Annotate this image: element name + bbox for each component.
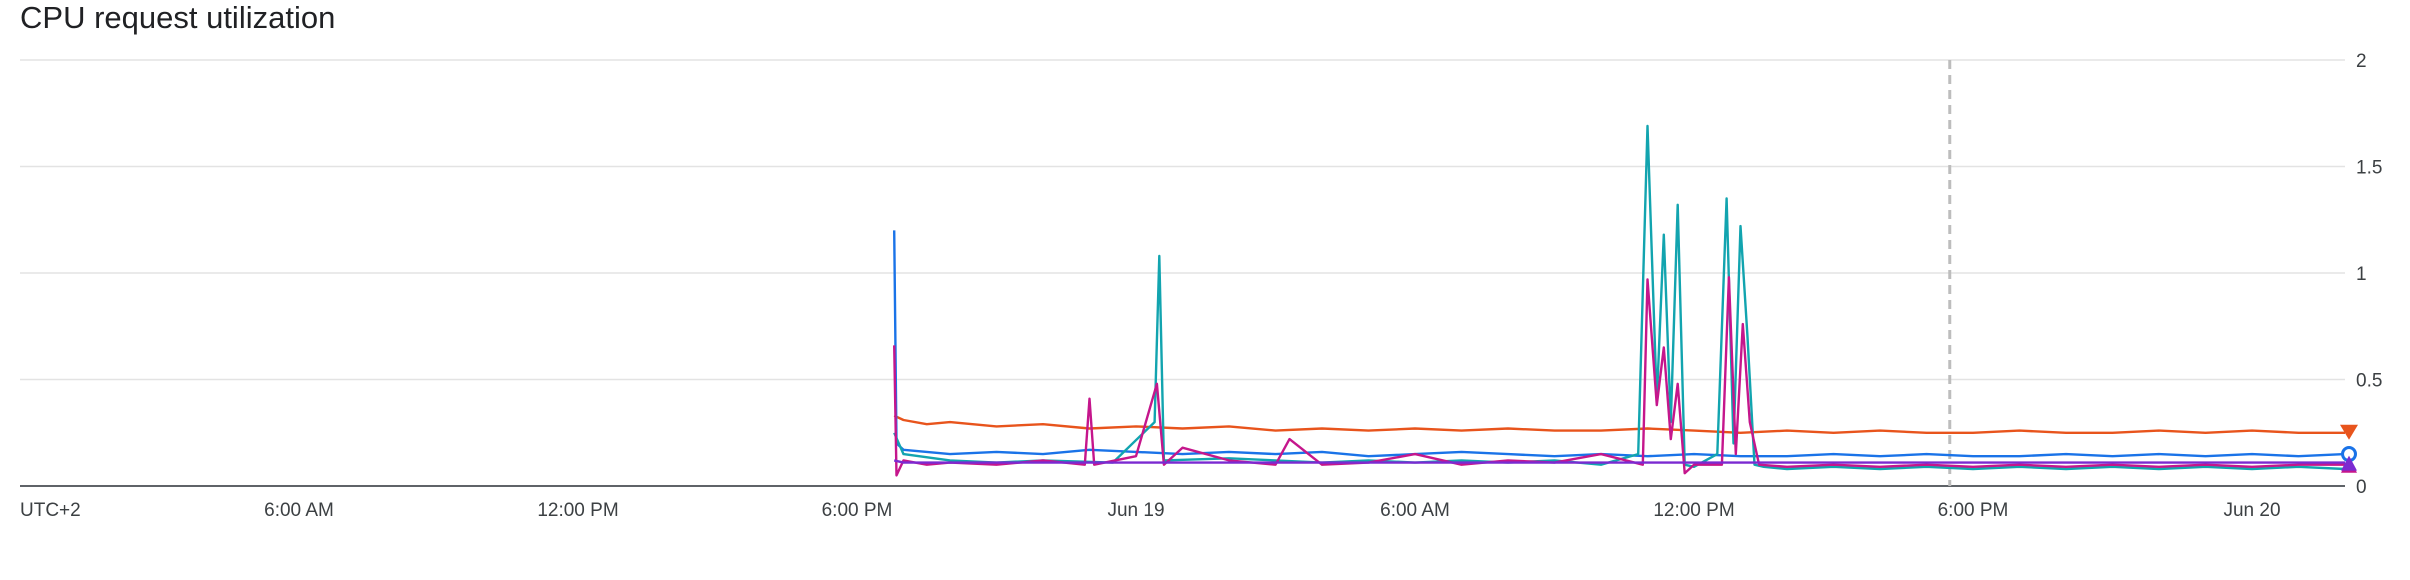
series-end-marker [2340,424,2358,440]
y-tick-label: 2 [2356,51,2367,72]
series-end-marker [2341,455,2357,471]
chart-title: CPU request utilization [20,0,336,35]
timezone-label: UTC+2 [20,500,81,521]
series-line[interactable] [893,414,2345,434]
y-tick-label: 0 [2356,477,2367,498]
y-tick-label: 0.5 [2356,371,2382,392]
x-tick-label: 6:00 PM [1938,500,2009,521]
x-tick-label: 12:00 PM [537,500,618,521]
x-tick-label: Jun 19 [1107,500,1164,521]
y-tick-label: 1.5 [2356,158,2382,179]
series-line[interactable] [893,230,2346,458]
series-line[interactable] [893,124,2346,471]
x-tick-label: 6:00 PM [822,500,893,521]
x-tick-label: 6:00 AM [264,500,334,521]
series-line[interactable] [893,459,2345,464]
x-tick-label: 6:00 AM [1380,500,1450,521]
x-tick-label: Jun 20 [2223,500,2280,521]
x-tick-label: 12:00 PM [1653,500,1734,521]
series-line[interactable] [893,276,2345,477]
y-tick-label: 1 [2356,264,2367,285]
